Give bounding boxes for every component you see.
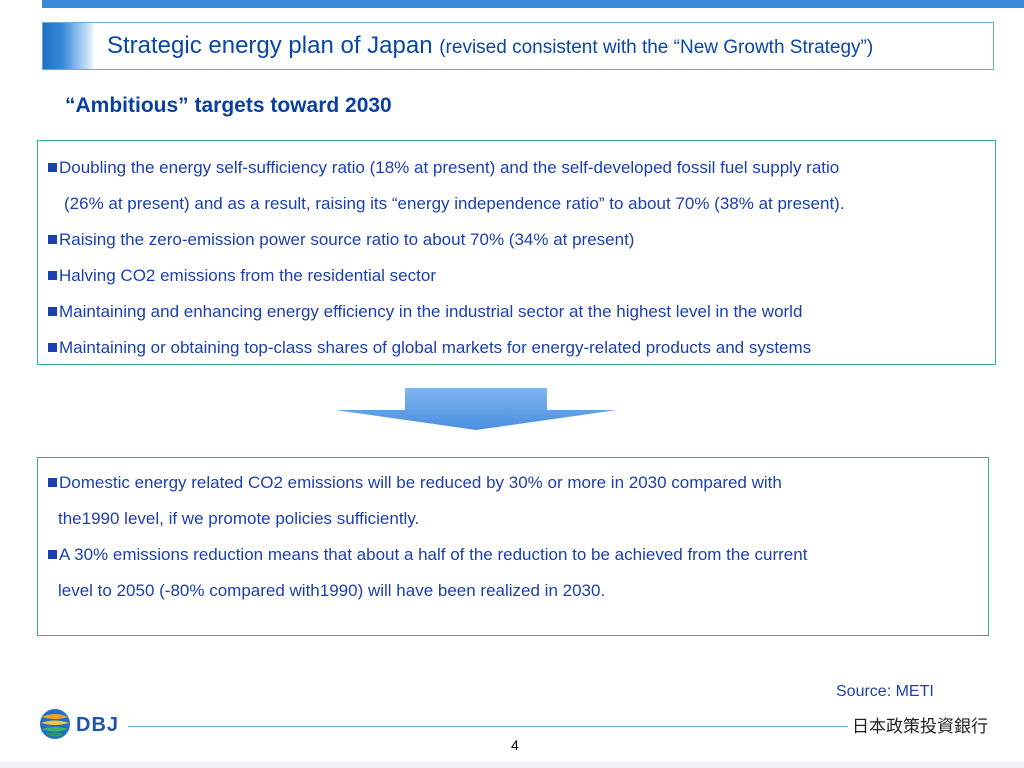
target-bullet-5-text: Maintaining or obtaining top-class share…	[59, 338, 812, 357]
result-bullet-2-text: A 30% emissions reduction means that abo…	[59, 545, 808, 564]
dbj-globe-logo-icon	[40, 709, 70, 739]
page-number: 4	[511, 737, 519, 753]
top-accent-bar	[42, 0, 1024, 8]
footer-divider	[128, 726, 848, 727]
results-box: Domestic energy related CO2 emissions wi…	[37, 457, 989, 636]
square-bullet-icon	[48, 271, 57, 280]
down-arrow-icon	[335, 388, 617, 430]
bank-name: 日本政策投資銀行	[852, 717, 988, 736]
targets-box: Doubling the energy self-sufficiency rat…	[37, 140, 996, 365]
slide-title-subtitle: (revised consistent with the “New Growth…	[439, 37, 874, 58]
title-accent-block	[43, 23, 93, 69]
title-box: Strategic energy plan of Japan (revised …	[42, 22, 994, 70]
target-bullet-2: Raising the zero-emission power source r…	[48, 230, 634, 250]
result-bullet-2: A 30% emissions reduction means that abo…	[48, 545, 807, 565]
section-heading: “Ambitious” targets toward 2030	[65, 94, 392, 117]
source-note: Source: METI	[836, 683, 934, 700]
target-bullet-1: Doubling the energy self-sufficiency rat…	[48, 158, 839, 178]
square-bullet-icon	[48, 478, 57, 487]
square-bullet-icon	[48, 235, 57, 244]
slide-title-main: Strategic energy plan of Japan	[107, 32, 433, 59]
target-bullet-2-text: Raising the zero-emission power source r…	[59, 230, 635, 249]
result-bullet-1-continuation: the1990 level, if we promote policies su…	[58, 509, 420, 528]
result-bullet-2-continuation: level to 2050 (-80% compared with1990) w…	[58, 581, 606, 600]
slide-title: Strategic energy plan of Japan (revised …	[107, 33, 873, 61]
target-bullet-4-text: Maintaining and enhancing energy efficie…	[59, 302, 803, 321]
target-bullet-1-text: Doubling the energy self-sufficiency rat…	[59, 158, 840, 177]
target-bullet-5: Maintaining or obtaining top-class share…	[48, 338, 811, 358]
bottom-strip	[0, 762, 1024, 768]
result-bullet-1-text: Domestic energy related CO2 emissions wi…	[59, 473, 782, 492]
target-bullet-3-text: Halving CO2 emissions from the residenti…	[59, 266, 436, 285]
square-bullet-icon	[48, 307, 57, 316]
target-bullet-1-continuation: (26% at present) and as a result, raisin…	[64, 194, 845, 213]
logo-text: DBJ	[76, 714, 120, 736]
square-bullet-icon	[48, 343, 57, 352]
square-bullet-icon	[48, 550, 57, 559]
result-bullet-1: Domestic energy related CO2 emissions wi…	[48, 473, 782, 493]
target-bullet-4: Maintaining and enhancing energy efficie…	[48, 302, 802, 322]
square-bullet-icon	[48, 163, 57, 172]
target-bullet-3: Halving CO2 emissions from the residenti…	[48, 266, 436, 286]
